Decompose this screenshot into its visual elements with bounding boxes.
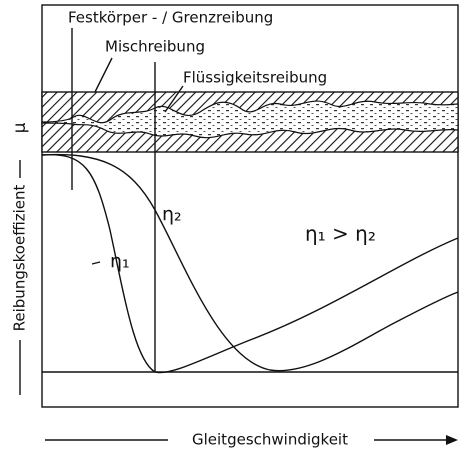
- eta2-label: η₂: [162, 204, 182, 226]
- y-axis-label: Reibungskoeffizient: [11, 185, 29, 332]
- mixed-label: Mischreibung: [105, 38, 205, 56]
- y-symbol: μ: [10, 122, 30, 133]
- leader-eta1: [92, 262, 100, 264]
- leader-mixed: [95, 58, 112, 92]
- fluid-label: Flüssigkeitsreibung: [183, 69, 327, 87]
- diagram: Festkörper - / Grenzreibung Mischreibung…: [0, 0, 467, 464]
- curve-eta2: [42, 155, 458, 371]
- boundary-label: Festkörper - / Grenzreibung: [68, 9, 273, 27]
- x-axis-label: Gleitgeschwindigkeit: [192, 431, 348, 449]
- frame: [42, 5, 458, 407]
- page: Festkörper - / Grenzreibung Mischreibung…: [0, 0, 467, 464]
- relation-label: η₁ > η₂: [305, 222, 376, 246]
- eta1-label: η₁: [110, 251, 130, 273]
- curve-eta1: [42, 155, 458, 373]
- x-arrowhead: [446, 435, 458, 445]
